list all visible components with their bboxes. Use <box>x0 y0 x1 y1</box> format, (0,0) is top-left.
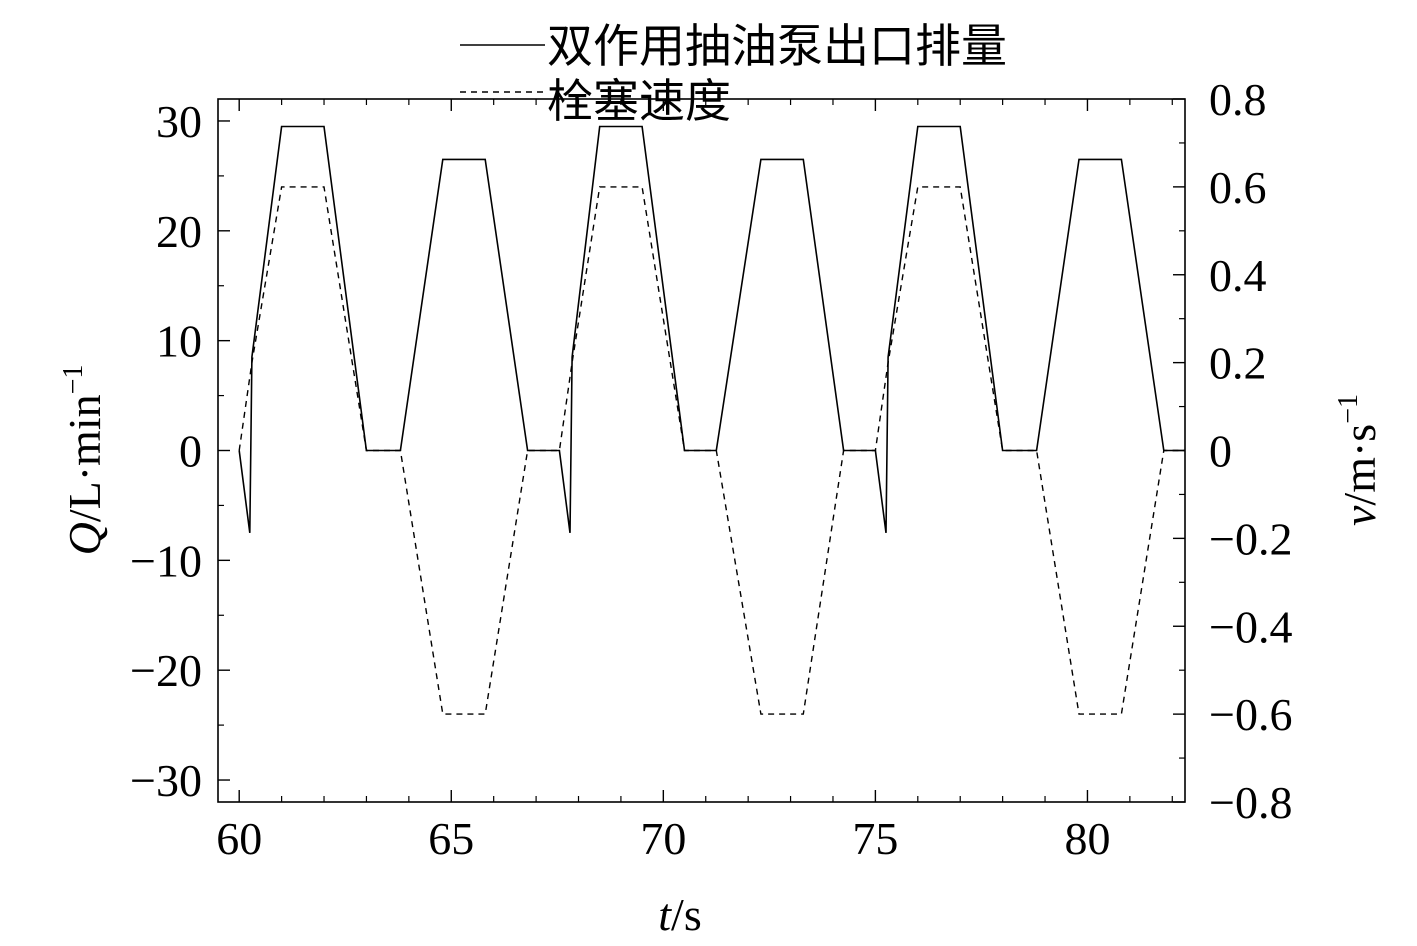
y-left-tick-label-0: 0 <box>179 426 202 477</box>
y-left-tick-label--10: −10 <box>130 535 202 586</box>
x-axis-title: t/s <box>658 889 701 940</box>
axes: 60 65 70 75 80 30 20 10 0 −10 −20 −30 0.8 0.6 0.4 0.2 0 −… <box>130 74 1292 864</box>
x-tick-label-70: 70 <box>640 813 686 864</box>
y-right-tick-label-0.6: 0.6 <box>1209 162 1267 213</box>
axis-titles: t/s Q/L·min−1 v/m·s−1 <box>58 365 1385 940</box>
series-line-plunger-speed <box>238 186 1185 715</box>
series-line-outlet-flow <box>238 125 1185 534</box>
x-tick-label-65: 65 <box>428 813 474 864</box>
legend: 双作用抽油泵出口排量 栓塞速度 <box>460 21 1007 127</box>
y-right-tick-label--0.2: −0.2 <box>1209 513 1292 564</box>
y-right-tick-label-0.8: 0.8 <box>1209 74 1267 125</box>
legend-label-outlet-flow: 双作用抽油泵出口排量 <box>547 21 1007 72</box>
x-tick-label-60: 60 <box>216 813 262 864</box>
y-axis-left-title: Q/L·min−1 <box>58 365 110 556</box>
y-right-tick-label-0.2: 0.2 <box>1209 338 1267 389</box>
y-axis-right-title: v/m·s−1 <box>1333 394 1385 526</box>
y-right-tick-label--0.8: −0.8 <box>1209 777 1292 828</box>
y-right-tick-label-0: 0 <box>1209 426 1232 477</box>
y-left-tick-label-20: 20 <box>156 206 202 257</box>
y-left-tick-label--30: −30 <box>130 755 202 806</box>
y-left-tick-label-30: 30 <box>156 96 202 147</box>
legend-label-plunger-speed: 栓塞速度 <box>547 76 731 127</box>
y-right-tick-label--0.6: −0.6 <box>1209 689 1292 740</box>
x-tick-label-80: 80 <box>1064 813 1110 864</box>
y-left-tick-label--20: −20 <box>130 645 202 696</box>
series-layer <box>238 125 1185 715</box>
y-left-tick-label-10: 10 <box>156 316 202 367</box>
y-right-tick-label--0.4: −0.4 <box>1209 601 1292 652</box>
y-right-tick-label-0.4: 0.4 <box>1209 250 1267 301</box>
x-tick-label-75: 75 <box>852 813 898 864</box>
